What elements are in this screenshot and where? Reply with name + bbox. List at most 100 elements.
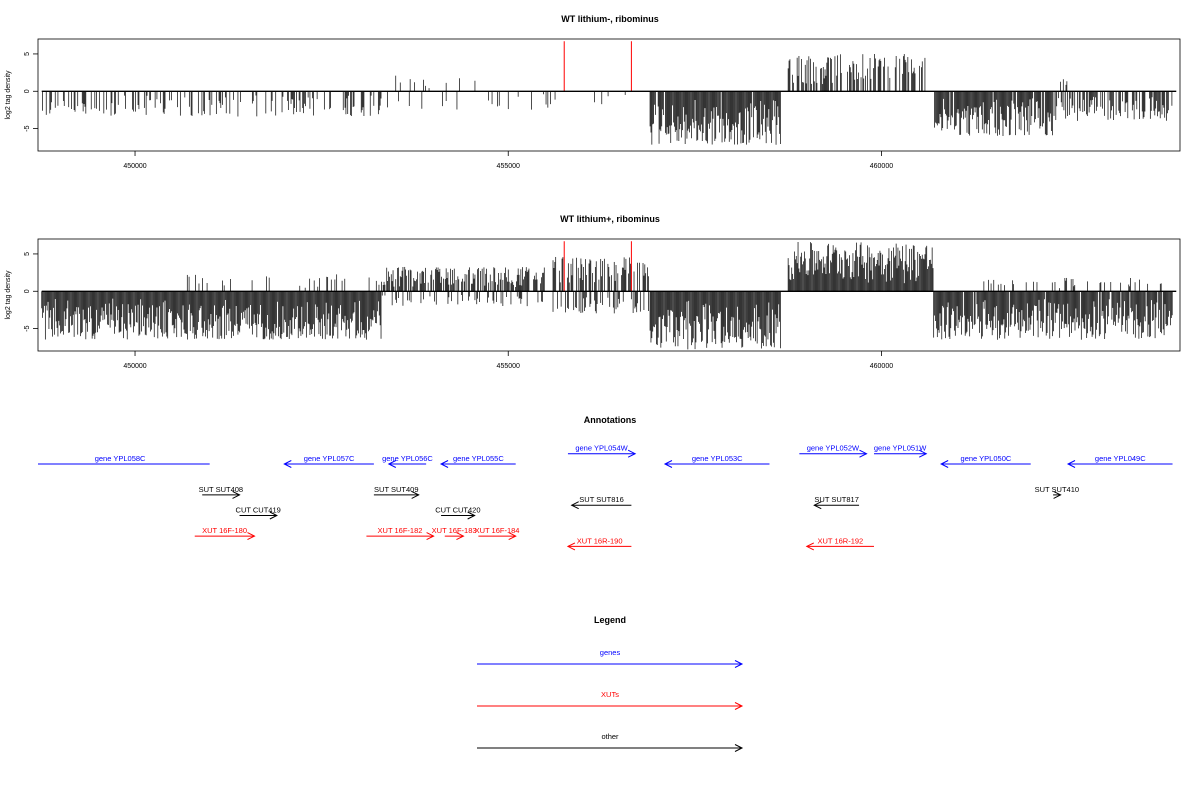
arrow-head bbox=[813, 501, 822, 510]
feature-label: SUT SUT410 bbox=[1035, 485, 1079, 494]
x-tick-label: 460000 bbox=[870, 163, 893, 170]
x-tick-label: 455000 bbox=[497, 363, 520, 370]
arrow-head bbox=[1066, 460, 1076, 468]
x-tick-label: 450000 bbox=[123, 163, 146, 170]
arrow-head bbox=[247, 532, 256, 541]
feature-other: SUT SUT816 bbox=[570, 495, 632, 510]
red-marker-lines bbox=[563, 241, 632, 292]
feature-genes: gene YPL054W bbox=[567, 444, 637, 458]
feature-xuts: XUT 16F-180 bbox=[194, 526, 256, 541]
annotations-section: Annotations gene YPL058C gene YPL057C gene… bbox=[31, 415, 1173, 551]
feature-label: gene YPL052W bbox=[807, 444, 860, 453]
arrow-head bbox=[269, 511, 278, 520]
x-tick-label: 455000 bbox=[497, 163, 520, 170]
arrow-head bbox=[805, 542, 815, 551]
feature-genes: gene YPL057C bbox=[283, 454, 374, 468]
arrow-head bbox=[439, 460, 449, 468]
legend-label: XUTs bbox=[601, 690, 619, 699]
arrow-head bbox=[31, 461, 38, 468]
arrow-head bbox=[734, 744, 744, 752]
feature-label: XUT 16R-192 bbox=[818, 536, 864, 545]
y-axis-label: log2 tag density bbox=[5, 270, 12, 320]
y-tick-label: 5 bbox=[24, 52, 31, 56]
feature-label: gene YPL051W bbox=[874, 444, 927, 453]
feature-label: gene YPL050C bbox=[961, 454, 1012, 463]
arrow-head bbox=[859, 449, 868, 458]
y-tick-label: 5 bbox=[24, 252, 31, 256]
feature-genes: gene YPL058C bbox=[31, 454, 210, 468]
arrow-head bbox=[283, 460, 292, 468]
arrow-head bbox=[232, 490, 241, 499]
plot-frame bbox=[37, 238, 1181, 352]
feature-xuts: XUT 16F-182 bbox=[366, 526, 435, 541]
feature-genes: gene YPL053C bbox=[663, 454, 770, 468]
feature-genes: gene YPL055C bbox=[439, 454, 516, 468]
y-axis: -5 0 5 bbox=[24, 52, 38, 132]
feature-label: gene YPL054W bbox=[575, 444, 628, 453]
feature-label: XUT 16F-184 bbox=[475, 526, 520, 535]
arrow-head bbox=[1053, 490, 1062, 499]
arrow-head bbox=[663, 460, 673, 468]
feature-other: SUT SUT408 bbox=[199, 485, 243, 499]
feature-xuts: XUT 16R-190 bbox=[566, 536, 632, 551]
arrow-head bbox=[456, 532, 465, 541]
feature-label: gene YPL049C bbox=[1095, 454, 1146, 463]
arrow-head bbox=[940, 460, 949, 468]
feature-arrows: gene YPL058C gene YPL057C gene YPL056C gene… bbox=[31, 444, 1173, 551]
feature-label: CUT CUT420 bbox=[435, 506, 480, 515]
feature-label: SUT SUT409 bbox=[374, 485, 418, 494]
feature-label: gene YPL053C bbox=[692, 454, 743, 463]
density-bars bbox=[42, 53, 1173, 145]
feature-other: SUT SUT409 bbox=[373, 485, 420, 499]
density-bars bbox=[41, 242, 1173, 350]
legend-entry-xuts: XUTs bbox=[477, 690, 744, 710]
panel-title: WT lithium-, ribominus bbox=[561, 14, 659, 24]
y-tick-label: 0 bbox=[24, 89, 31, 93]
arrow-head bbox=[734, 660, 744, 668]
feature-label: SUT SUT408 bbox=[199, 485, 243, 494]
feature-label: XUT 16F-182 bbox=[378, 526, 423, 535]
legend-entry-other: other bbox=[477, 732, 744, 752]
feature-genes: gene YPL049C bbox=[1066, 454, 1173, 468]
arrow-head bbox=[467, 511, 476, 520]
y-tick-label: -5 bbox=[24, 325, 31, 331]
y-axis-label: log2 tag density bbox=[5, 70, 12, 120]
feature-label: XUT 16F-183 bbox=[432, 526, 477, 535]
legend-entries: genes XUTs other bbox=[477, 648, 744, 752]
feature-genes: gene YPL056C bbox=[382, 454, 433, 468]
feature-label: CUT CUT419 bbox=[236, 506, 281, 515]
feature-label: SUT SUT816 bbox=[579, 495, 623, 504]
arrow-head bbox=[387, 460, 397, 468]
feature-label: gene YPL058C bbox=[95, 454, 146, 463]
arrow-head bbox=[411, 490, 420, 499]
y-tick-label: 0 bbox=[24, 289, 31, 293]
y-axis: -5 0 5 bbox=[24, 252, 38, 332]
feature-label: gene YPL055C bbox=[453, 454, 504, 463]
track-panel-lithium-minus: WT lithium-, ribominus log2 tag density … bbox=[5, 14, 1181, 170]
arrow-head bbox=[426, 532, 435, 541]
arrow-head bbox=[566, 542, 576, 551]
feature-label: XUT 16F-180 bbox=[202, 526, 247, 535]
feature-xuts: XUT 16F-183 bbox=[432, 526, 477, 541]
feature-other: CUT CUT419 bbox=[236, 506, 281, 520]
feature-genes: gene YPL052W bbox=[799, 444, 868, 458]
track-panel-lithium-plus: WT lithium+, ribominus log2 tag density … bbox=[5, 214, 1181, 370]
annotations-title: Annotations bbox=[584, 415, 637, 425]
feature-other: CUT CUT420 bbox=[435, 506, 481, 520]
feature-genes: gene YPL051W bbox=[874, 444, 928, 458]
x-tick-label: 450000 bbox=[123, 363, 146, 370]
x-axis: 450000 455000 460000 bbox=[123, 351, 893, 370]
x-tick-label: 460000 bbox=[870, 363, 893, 370]
legend-label: genes bbox=[600, 648, 621, 657]
feature-genes: gene YPL050C bbox=[940, 454, 1031, 468]
arrow-head bbox=[918, 449, 928, 458]
feature-label: gene YPL056C bbox=[382, 454, 433, 463]
legend-entry-genes: genes bbox=[477, 648, 744, 668]
feature-label: SUT SUT817 bbox=[814, 495, 858, 504]
legend-section: Legend genes XUTs other bbox=[477, 615, 744, 752]
feature-label: XUT 16R-190 bbox=[577, 536, 623, 545]
legend-label: other bbox=[601, 732, 619, 741]
arrow-head bbox=[508, 532, 517, 541]
